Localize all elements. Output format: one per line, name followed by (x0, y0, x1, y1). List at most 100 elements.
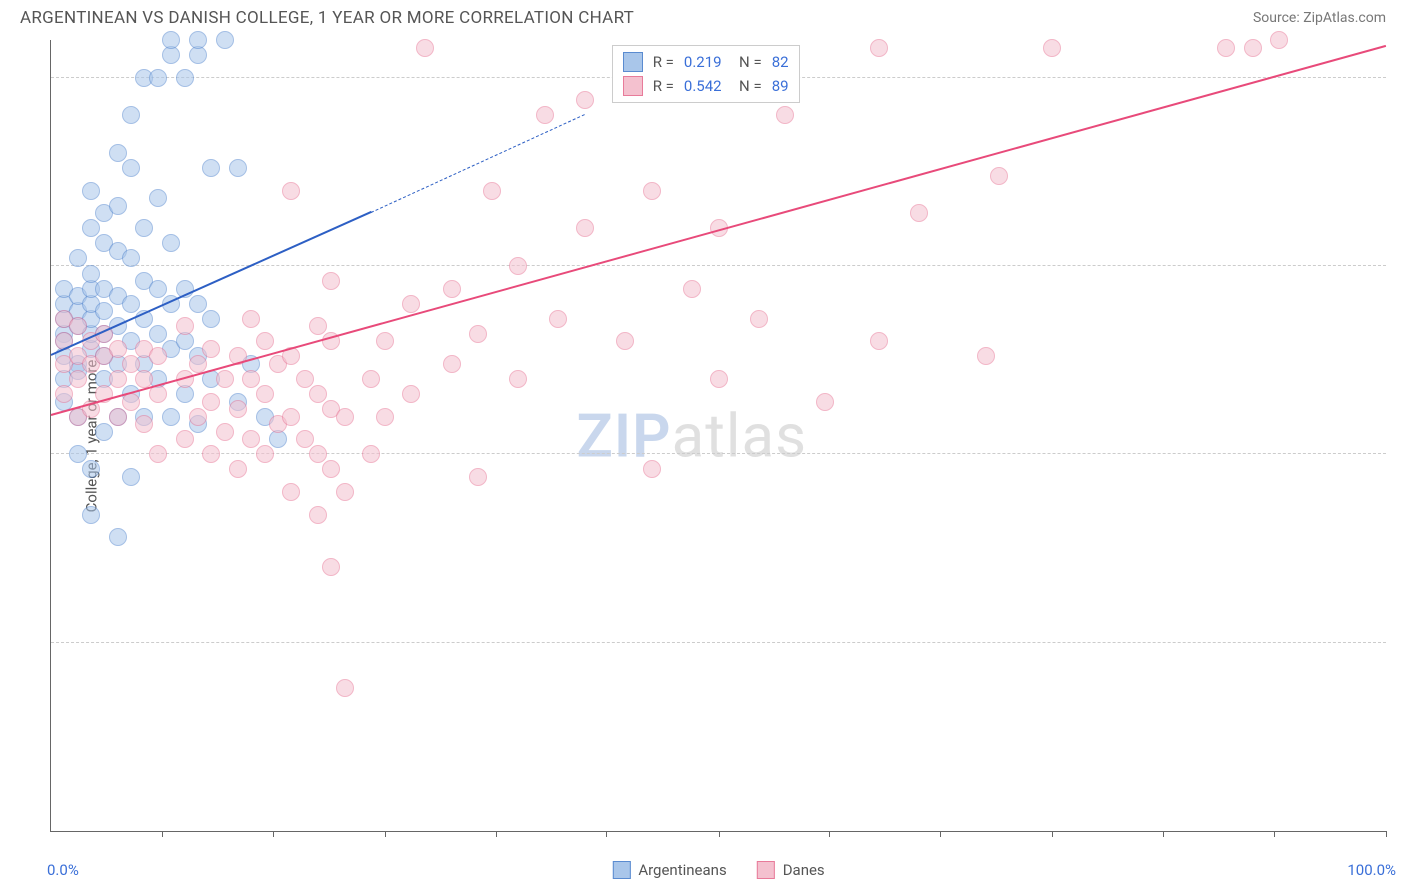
data-point (69, 370, 87, 388)
data-point (122, 159, 140, 177)
data-point (176, 317, 194, 335)
data-point (443, 280, 461, 298)
gridline (51, 642, 1386, 643)
bottom-legend: Argentineans Danes (612, 861, 824, 879)
data-point (242, 370, 260, 388)
data-point (990, 167, 1008, 185)
data-point (256, 445, 274, 463)
gridline (51, 453, 1386, 454)
legend-swatch (623, 52, 643, 72)
chart-title: ARGENTINEAN VS DANISH COLLEGE, 1 YEAR OR… (20, 8, 634, 28)
trend-line-dashed (371, 114, 585, 213)
data-point (189, 355, 207, 373)
data-point (109, 408, 127, 426)
data-point (910, 204, 928, 222)
data-point (1043, 39, 1061, 57)
y-tick-label: 50.0% (1396, 427, 1406, 445)
data-point (69, 317, 87, 335)
data-point (616, 332, 634, 350)
data-point (82, 182, 100, 200)
stats-n-value: 82 (772, 53, 789, 71)
data-point (576, 91, 594, 109)
data-point (202, 393, 220, 411)
data-point (109, 340, 127, 358)
data-point (776, 106, 794, 124)
data-point (95, 302, 113, 320)
legend-swatch (623, 76, 643, 96)
data-point (149, 280, 167, 298)
x-tick-mark (940, 831, 941, 837)
data-point (82, 219, 100, 237)
data-point (162, 408, 180, 426)
data-point (870, 332, 888, 350)
x-tick-mark (1274, 831, 1275, 837)
data-point (135, 415, 153, 433)
data-point (256, 332, 274, 350)
stats-r-label: R = (653, 53, 674, 71)
header: ARGENTINEAN VS DANISH COLLEGE, 1 YEAR OR… (0, 0, 1406, 32)
data-point (576, 219, 594, 237)
data-point (122, 355, 140, 373)
legend-item: Argentineans (612, 861, 726, 879)
data-point (162, 31, 180, 49)
data-point (710, 370, 728, 388)
data-point (109, 197, 127, 215)
data-point (189, 295, 207, 313)
data-point (643, 460, 661, 478)
data-point (82, 265, 100, 283)
x-axis-max-label: 100.0% (1347, 861, 1396, 879)
data-point (443, 355, 461, 373)
data-point (242, 310, 260, 328)
data-point (189, 408, 207, 426)
x-tick-mark (829, 831, 830, 837)
chart-plot-area: College, 1 year or more ZIPatlas 25.0%50… (50, 40, 1386, 832)
y-tick-label: 100.0% (1396, 51, 1406, 69)
data-point (469, 325, 487, 343)
data-point (55, 385, 73, 403)
data-point (149, 69, 167, 87)
data-point (1244, 39, 1262, 57)
data-point (122, 468, 140, 486)
data-point (82, 506, 100, 524)
data-point (336, 408, 354, 426)
data-point (509, 257, 527, 275)
data-point (109, 528, 127, 546)
data-point (109, 370, 127, 388)
data-point (416, 39, 434, 57)
data-point (816, 393, 834, 411)
data-point (229, 159, 247, 177)
data-point (149, 189, 167, 207)
x-axis-min-label: 0.0% (47, 861, 79, 879)
data-point (202, 159, 220, 177)
data-point (376, 332, 394, 350)
legend-item: Danes (757, 861, 825, 879)
data-point (336, 483, 354, 501)
data-point (176, 430, 194, 448)
source-label: Source: ZipAtlas.com (1253, 10, 1386, 26)
data-point (536, 106, 554, 124)
data-point (149, 325, 167, 343)
x-tick-mark (273, 831, 274, 837)
stats-row: R = 0.219 N = 82 (623, 50, 789, 74)
data-point (1217, 39, 1235, 57)
data-point (216, 31, 234, 49)
data-point (750, 310, 768, 328)
data-point (402, 295, 420, 313)
x-tick-mark (1163, 831, 1164, 837)
data-point (322, 272, 340, 290)
y-tick-label: 25.0% (1396, 616, 1406, 634)
data-point (189, 31, 207, 49)
data-point (402, 385, 420, 403)
data-point (242, 430, 260, 448)
data-point (483, 182, 501, 200)
stats-r-value: 0.542 (684, 77, 722, 95)
data-point (149, 347, 167, 365)
x-tick-mark (162, 831, 163, 837)
data-point (643, 182, 661, 200)
x-tick-mark (606, 831, 607, 837)
data-point (469, 468, 487, 486)
legend-swatch (757, 861, 775, 879)
data-point (1270, 31, 1288, 49)
stats-legend-box: R = 0.219 N = 82R = 0.542 N = 89 (612, 45, 800, 103)
data-point (122, 106, 140, 124)
